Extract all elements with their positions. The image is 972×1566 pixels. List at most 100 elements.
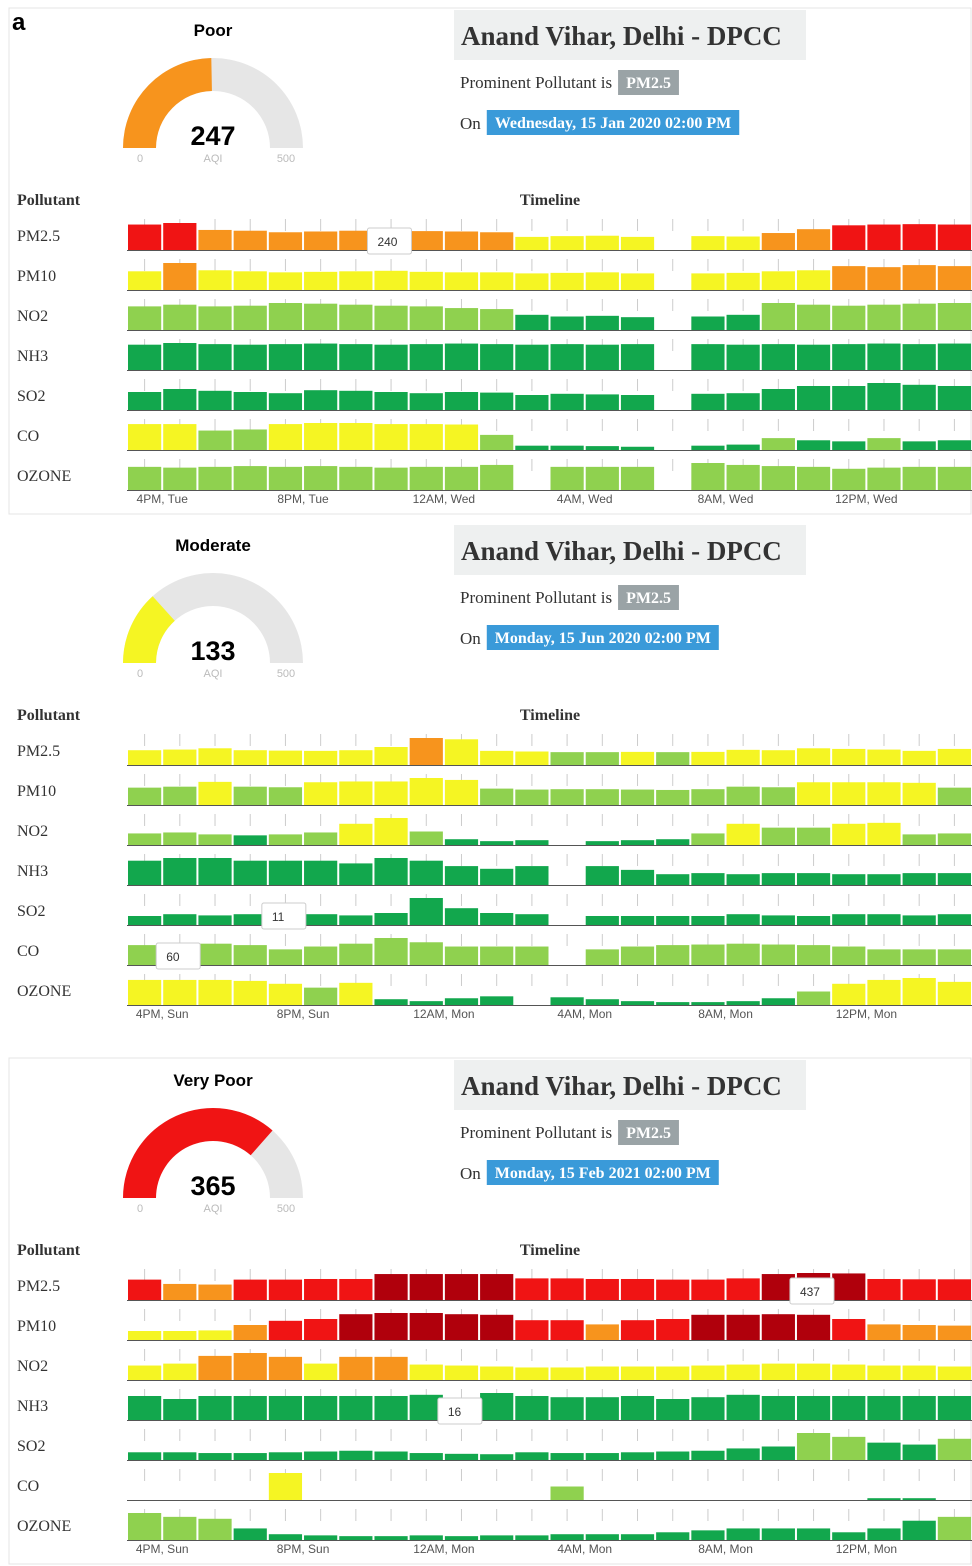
gauge-min: 0 [137,668,143,680]
bar [128,306,162,330]
bar [163,389,197,410]
bar [867,267,901,290]
bar [761,787,795,805]
bar [374,858,408,885]
bar [163,1452,197,1460]
on-text: On [460,1164,481,1183]
pollutant-header: Pollutant [17,1242,81,1259]
panel: Poor 247 AQI 0 500 Anand Vihar, Delhi - DPCC P… [8,7,972,515]
on-text: On [460,629,481,648]
bar [480,464,514,490]
bar [902,224,936,250]
bar [409,1313,443,1340]
bar [656,1279,690,1300]
bar [409,1394,443,1420]
bar [937,266,971,290]
bar [128,750,162,765]
bar [444,392,479,410]
bar [796,270,831,290]
bar [832,823,866,845]
bar [444,231,479,250]
bar [656,839,690,845]
bar [128,1365,162,1380]
bar [937,1396,971,1420]
bar [691,751,725,765]
bar [480,1274,514,1300]
bar [304,390,338,410]
bar [937,949,971,965]
bar [761,1363,795,1380]
bar [550,1278,584,1300]
bar [163,1363,197,1380]
bar [163,424,197,450]
pollutant-name: NO2 [17,308,48,325]
station-box [454,1060,806,1110]
bar [761,1274,795,1300]
bar [233,1325,267,1340]
bar [268,232,303,250]
bar [268,750,303,765]
tooltip-text: 437 [800,1285,820,1299]
bar [409,424,443,450]
bar [832,782,866,805]
bar [268,1473,303,1500]
bar [585,752,619,765]
bar [515,789,549,805]
bar [233,466,267,490]
bar [902,441,936,450]
time-label: 8PM, Tue [277,492,329,506]
bar [620,273,655,290]
bar [304,466,338,490]
bar [691,344,725,370]
bar [128,979,162,1005]
bar [726,444,760,450]
bar [656,874,690,885]
bar [761,915,795,925]
bar [444,1453,479,1460]
bar [902,344,936,370]
bar [515,1320,549,1340]
bar [796,1433,831,1460]
bar [620,1396,655,1420]
bar [198,466,232,490]
bar [585,949,619,965]
bar [444,866,479,885]
bar [726,1314,760,1340]
bar [937,787,971,805]
bar [761,466,795,490]
pollutant-name: CO [17,1478,39,1495]
bar [128,424,162,450]
bar [268,272,303,290]
bar [796,827,831,845]
pollutant-name: PM2.5 [17,1278,60,1295]
pollutant-pill [618,585,679,610]
bar [902,834,936,845]
pollutant-name: NO2 [17,823,48,840]
station-title: Anand Vihar, Delhi - DPCC [461,1071,782,1101]
time-label: 12PM, Mon [836,1007,897,1021]
gauge-aqi: 365 [190,1171,235,1201]
bar [163,343,197,370]
bar [515,914,549,925]
bar [796,344,831,370]
bar [867,304,901,330]
bar [304,1363,338,1380]
bar [128,833,162,845]
bar [480,309,514,330]
bar [761,998,795,1005]
bar [374,270,408,290]
pollutant-name: CO [17,943,39,960]
bar [550,1367,584,1380]
bar [656,1319,690,1340]
bar [444,466,479,490]
bar [691,916,725,925]
bar [128,1396,162,1420]
bar [515,840,549,845]
bar [339,1396,373,1420]
pollutant-name: NO2 [17,1358,48,1375]
gauge-unit: AQI [204,1203,223,1215]
bar [515,236,549,250]
bar [233,835,267,845]
bar [198,1355,232,1380]
bar [796,782,831,805]
